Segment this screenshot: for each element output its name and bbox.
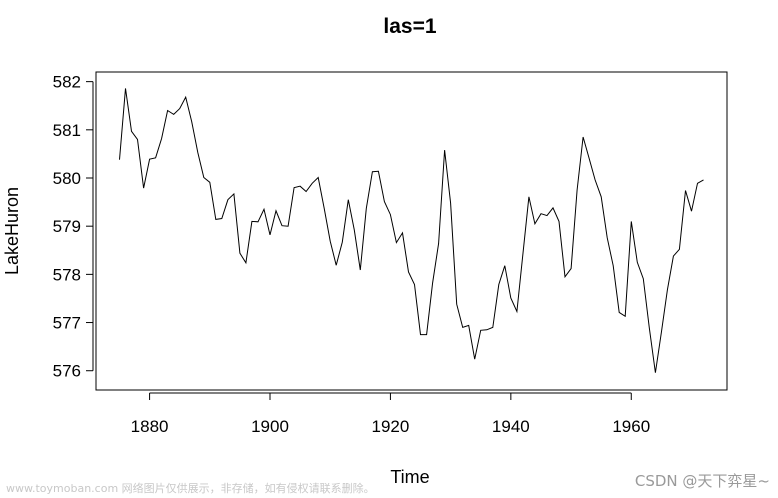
- x-tick-label: 1940: [492, 417, 530, 436]
- x-tick-label: 1960: [612, 417, 650, 436]
- y-tick-label: 577: [53, 314, 81, 333]
- y-tick-label: 582: [53, 73, 81, 92]
- x-axis: 1880 1900 1920 1940 1960: [131, 392, 650, 436]
- watermark-left: www.toymoban.com 网络图片仅供展示，非存储，如有侵权请联系删除。: [6, 482, 375, 495]
- plot-frame: [95, 71, 728, 391]
- series-points: [118, 87, 705, 374]
- y-axis-label: LakeHuron: [2, 187, 22, 275]
- y-tick-label: 576: [53, 362, 81, 381]
- y-tick-label: 578: [53, 265, 81, 284]
- x-axis-label: Time: [390, 467, 429, 487]
- lakehuron-series-line: [119, 88, 704, 373]
- x-tick-label: 1920: [372, 417, 410, 436]
- watermark-right: CSDN @天下弈星~: [634, 472, 770, 490]
- chart-title: las=1: [383, 15, 436, 38]
- y-axis: 576 577 578 579 580 581 582: [53, 73, 94, 381]
- y-tick-label: 579: [53, 217, 81, 236]
- x-tick-label: 1880: [131, 417, 169, 436]
- x-tick-label: 1900: [251, 417, 289, 436]
- y-tick-label: 580: [53, 169, 81, 188]
- y-tick-label: 581: [53, 121, 81, 140]
